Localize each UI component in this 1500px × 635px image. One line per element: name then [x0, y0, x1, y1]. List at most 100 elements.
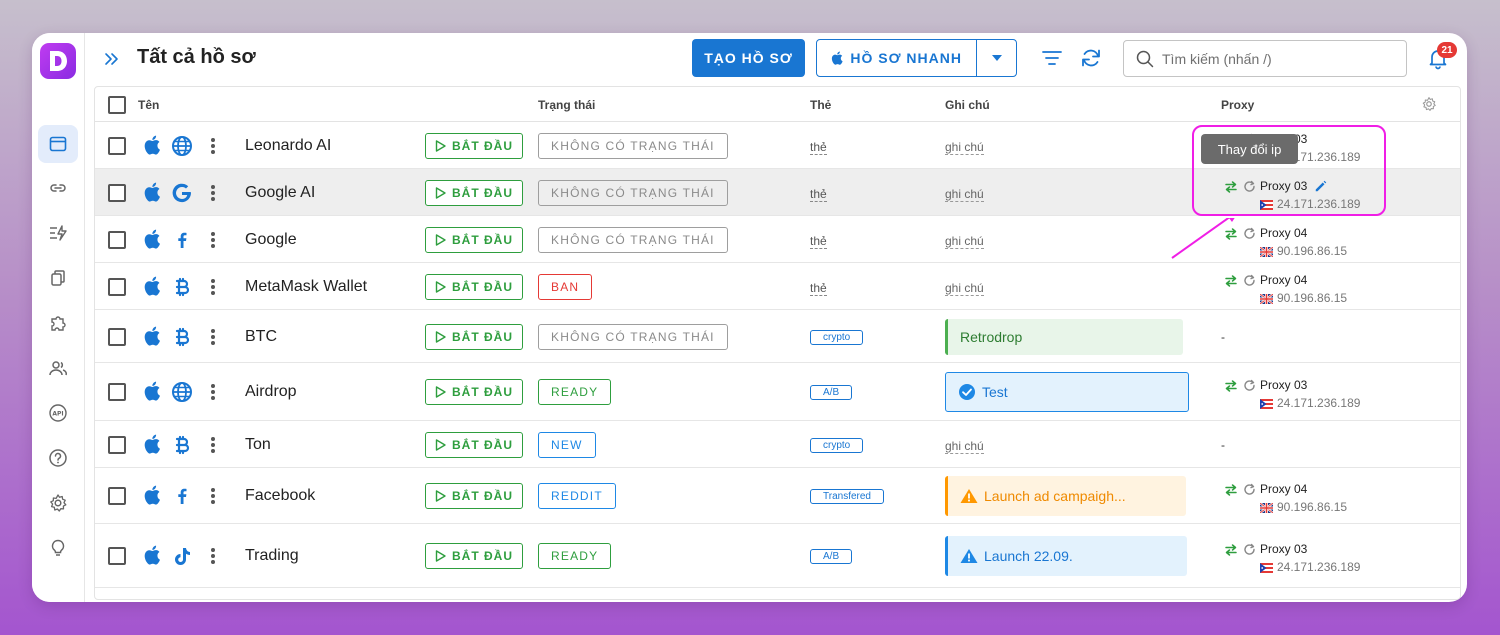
- note-placeholder[interactable]: ghi chú: [945, 438, 984, 454]
- refresh-ip-icon[interactable]: [1243, 543, 1256, 556]
- status-badge[interactable]: KHÔNG CÓ TRẠNG THÁI: [538, 323, 728, 350]
- filter-icon[interactable]: [1041, 47, 1063, 69]
- start-button[interactable]: BẮT ĐẦU: [425, 483, 523, 509]
- tag-chip[interactable]: crypto: [810, 437, 864, 453]
- swap-proxy-icon[interactable]: [1224, 274, 1238, 288]
- table-row[interactable]: Google AI BẮT ĐẦU KHÔNG CÓ TRẠNG THÁI thẻ gh…: [95, 169, 1460, 216]
- refresh-ip-icon[interactable]: [1243, 227, 1256, 240]
- column-status-header[interactable]: Trạng thái: [538, 98, 596, 112]
- more-menu-icon[interactable]: [211, 548, 215, 564]
- quick-profile-dropdown[interactable]: [976, 40, 1016, 76]
- tag-chip[interactable]: Transfered: [810, 489, 884, 504]
- nav-extensions[interactable]: [38, 304, 78, 342]
- tag-chip[interactable]: A/B: [810, 549, 853, 564]
- table-row[interactable]: MetaMask Wallet BẮT ĐẦU BAN thẻ ghi chú Proxy…: [95, 263, 1460, 310]
- proxy-name[interactable]: Proxy 04: [1260, 272, 1308, 287]
- column-note-header[interactable]: Ghi chú: [945, 98, 990, 112]
- nav-team[interactable]: [38, 349, 78, 387]
- column-settings-gear-icon[interactable]: [1421, 96, 1437, 112]
- proxy-name[interactable]: Proxy 03: [1260, 178, 1308, 193]
- start-button[interactable]: BẮT ĐẦU: [425, 179, 523, 206]
- note-placeholder[interactable]: ghi chú: [945, 139, 984, 155]
- row-checkbox[interactable]: [108, 547, 126, 565]
- status-badge[interactable]: REDDIT: [538, 483, 616, 509]
- row-checkbox[interactable]: [108, 327, 126, 346]
- tag-chip[interactable]: A/B: [810, 385, 853, 400]
- status-badge[interactable]: NEW: [538, 431, 596, 458]
- tag-placeholder[interactable]: thẻ: [810, 186, 827, 202]
- row-checkbox[interactable]: [108, 487, 126, 505]
- app-logo[interactable]: [40, 43, 76, 79]
- profile-name[interactable]: Trading: [245, 547, 299, 564]
- table-row[interactable]: Airdrop BẮT ĐẦU READY A/B Test Proxy 03 24.171…: [95, 363, 1460, 421]
- profile-name[interactable]: Facebook: [245, 487, 316, 504]
- profile-name[interactable]: Airdrop: [245, 383, 297, 400]
- more-menu-icon[interactable]: [211, 384, 215, 400]
- column-proxy-header[interactable]: Proxy: [1221, 98, 1255, 112]
- swap-proxy-icon[interactable]: [1224, 483, 1238, 497]
- start-button[interactable]: BẮT ĐẦU: [425, 132, 523, 159]
- table-row[interactable]: Ton BẮT ĐẦU NEW crypto ghi chú -: [95, 421, 1460, 468]
- proxy-name[interactable]: Proxy 04: [1260, 225, 1308, 240]
- row-checkbox[interactable]: [108, 383, 126, 401]
- more-menu-icon[interactable]: [211, 137, 215, 154]
- profile-name[interactable]: Google: [245, 230, 297, 248]
- profile-name[interactable]: BTC: [245, 327, 277, 345]
- nav-api[interactable]: API: [38, 394, 78, 432]
- more-menu-icon[interactable]: [211, 488, 215, 504]
- more-menu-icon[interactable]: [211, 231, 215, 248]
- column-tag-header[interactable]: Thẻ: [810, 98, 832, 112]
- status-badge[interactable]: KHÔNG CÓ TRẠNG THÁI: [538, 179, 728, 206]
- proxy-name[interactable]: Proxy 03: [1260, 542, 1308, 556]
- refresh-icon[interactable]: [1080, 47, 1102, 69]
- more-menu-icon[interactable]: [211, 436, 215, 453]
- more-menu-icon[interactable]: [211, 328, 215, 345]
- profile-name[interactable]: Google AI: [245, 183, 316, 201]
- edit-pencil-icon[interactable]: [1314, 179, 1328, 193]
- tag-chip[interactable]: crypto: [810, 329, 864, 345]
- column-name-header[interactable]: Tên: [138, 98, 160, 112]
- start-button[interactable]: BẮT ĐẦU: [425, 543, 523, 569]
- nav-copy[interactable]: [38, 259, 78, 297]
- row-checkbox[interactable]: [108, 230, 126, 249]
- note-placeholder[interactable]: ghi chú: [945, 186, 984, 202]
- note-card[interactable]: Retrodrop: [945, 318, 1183, 355]
- profile-name[interactable]: Ton: [245, 435, 271, 453]
- create-profile-button[interactable]: TẠO HỒ SƠ: [692, 39, 805, 77]
- profile-name[interactable]: MetaMask Wallet: [245, 277, 368, 295]
- start-button[interactable]: BẮT ĐẦU: [425, 273, 523, 300]
- proxy-name[interactable]: Proxy 03: [1260, 378, 1308, 392]
- note-card[interactable]: Launch ad campaigh...: [945, 476, 1186, 516]
- start-button[interactable]: BẮT ĐẦU: [425, 226, 523, 253]
- table-row[interactable]: Trading BẮT ĐẦU READY A/B Launch 22.09. Proxy…: [95, 524, 1460, 588]
- expand-sidebar-icon[interactable]: [102, 49, 122, 69]
- status-badge[interactable]: READY: [538, 543, 612, 569]
- row-checkbox[interactable]: [108, 136, 126, 155]
- row-checkbox[interactable]: [108, 277, 126, 296]
- start-button[interactable]: BẮT ĐẦU: [425, 431, 523, 458]
- table-row[interactable]: Google BẮT ĐẦU KHÔNG CÓ TRẠNG THÁI thẻ ghi c…: [95, 216, 1460, 263]
- profile-name[interactable]: Leonardo AI: [245, 136, 332, 154]
- note-card[interactable]: Test: [945, 372, 1189, 412]
- nav-automation[interactable]: [38, 214, 78, 252]
- refresh-ip-icon[interactable]: [1243, 379, 1256, 392]
- nav-browser-profiles[interactable]: [38, 125, 78, 163]
- nav-help[interactable]: [38, 439, 78, 477]
- note-placeholder[interactable]: ghi chú: [945, 233, 984, 249]
- nav-settings[interactable]: [38, 484, 78, 522]
- swap-proxy-icon[interactable]: [1224, 379, 1238, 393]
- row-checkbox[interactable]: [108, 183, 126, 202]
- select-all-checkbox[interactable]: [108, 96, 126, 114]
- table-row[interactable]: BTC BẮT ĐẦU KHÔNG CÓ TRẠNG THÁI crypto Retro…: [95, 310, 1460, 363]
- nav-links[interactable]: [38, 169, 78, 207]
- tag-placeholder[interactable]: thẻ: [810, 280, 827, 296]
- table-row[interactable]: Facebook BẮT ĐẦU REDDIT Transfered Launch ad…: [95, 468, 1460, 524]
- swap-proxy-icon[interactable]: [1224, 227, 1238, 241]
- nav-ideas[interactable]: [38, 529, 78, 567]
- refresh-ip-icon[interactable]: [1243, 274, 1256, 287]
- status-badge[interactable]: KHÔNG CÓ TRẠNG THÁI: [538, 226, 728, 253]
- swap-proxy-icon[interactable]: [1224, 543, 1238, 557]
- table-row[interactable]: Leonardo AI BẮT ĐẦU KHÔNG CÓ TRẠNG THÁI thẻ…: [95, 122, 1460, 169]
- more-menu-icon[interactable]: [211, 184, 215, 201]
- quick-profile-button[interactable]: HỒ SƠ NHANH: [817, 40, 976, 76]
